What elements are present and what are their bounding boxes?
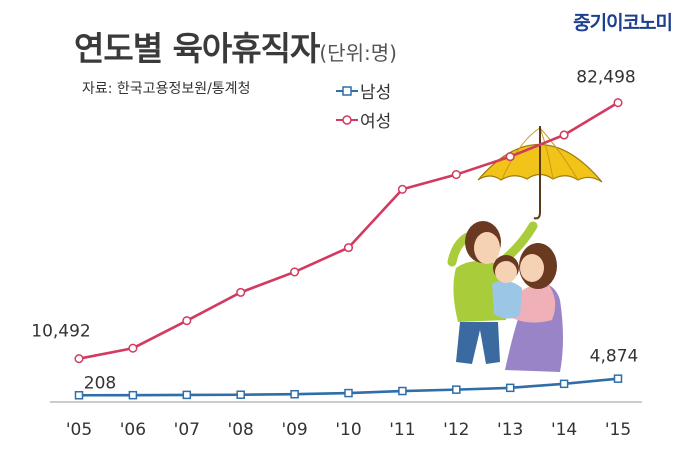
chart-title: 연도별 육아휴직자(단위:명) [74, 22, 397, 70]
x-tick-label: '08 [228, 420, 254, 440]
data-point-female [343, 243, 354, 253]
x-tick-label: '12 [443, 420, 469, 440]
data-label-female: 82,498 [576, 68, 635, 88]
data-point-female [74, 354, 84, 364]
x-tick-label: '09 [281, 420, 307, 440]
x-tick-label: '13 [497, 420, 523, 440]
x-tick-label: '05 [66, 420, 92, 440]
legend-item-female: 여성 [336, 107, 391, 132]
data-point-female [505, 152, 515, 162]
x-axis-ticks: '05 '06 '07 '08 '09 '10 '11 '12 '13 '14 '15 [66, 420, 631, 440]
data-point-male [236, 390, 245, 399]
data-point-male [182, 390, 192, 400]
title-unit: (단위:명) [319, 41, 397, 65]
legend-item-male: 남성 [336, 78, 391, 103]
data-point-male [452, 385, 461, 394]
legend-label-female: 여성 [360, 112, 392, 132]
data-label-male: 208 [84, 373, 116, 393]
x-tick-label: '06 [120, 420, 146, 440]
source-note: 자료: 한국고용정보원/통계청 [82, 81, 251, 97]
x-tick-label: '14 [551, 420, 577, 440]
data-point-female [128, 343, 138, 353]
data-point-female [451, 170, 461, 180]
data-point-male [398, 386, 407, 396]
x-tick-label: '15 [605, 420, 631, 440]
data-label-male: 4,874 [590, 347, 639, 367]
legend-label-male: 남성 [360, 83, 392, 103]
data-point-female [236, 287, 246, 297]
family-umbrella-illustration [447, 126, 603, 372]
series-layer [74, 98, 623, 400]
data-labels-layer: 208 4,874 10,492 82,498 [31, 68, 638, 394]
data-point-male [128, 390, 138, 400]
legend-marker-circle-icon [336, 114, 358, 125]
title-main: 연도별 육아휴직자 [74, 29, 320, 68]
data-point-male [344, 388, 353, 398]
data-label-female: 10,492 [31, 322, 90, 342]
x-tick-label: '11 [389, 420, 415, 440]
data-point-female [290, 267, 300, 277]
data-point-male [290, 389, 299, 399]
data-point-male [613, 374, 623, 383]
data-point-male [505, 383, 515, 393]
data-point-female [559, 130, 569, 140]
data-point-male [559, 379, 569, 389]
data-point-female [613, 98, 623, 108]
x-tick-label: '10 [335, 420, 361, 440]
data-point-female [397, 184, 407, 194]
x-tick-label: '07 [174, 420, 200, 440]
brand-logo-text: 중기이코노미 [573, 12, 673, 34]
data-point-male [74, 391, 84, 400]
legend-marker-square-icon [336, 85, 358, 96]
data-point-female [182, 316, 192, 326]
